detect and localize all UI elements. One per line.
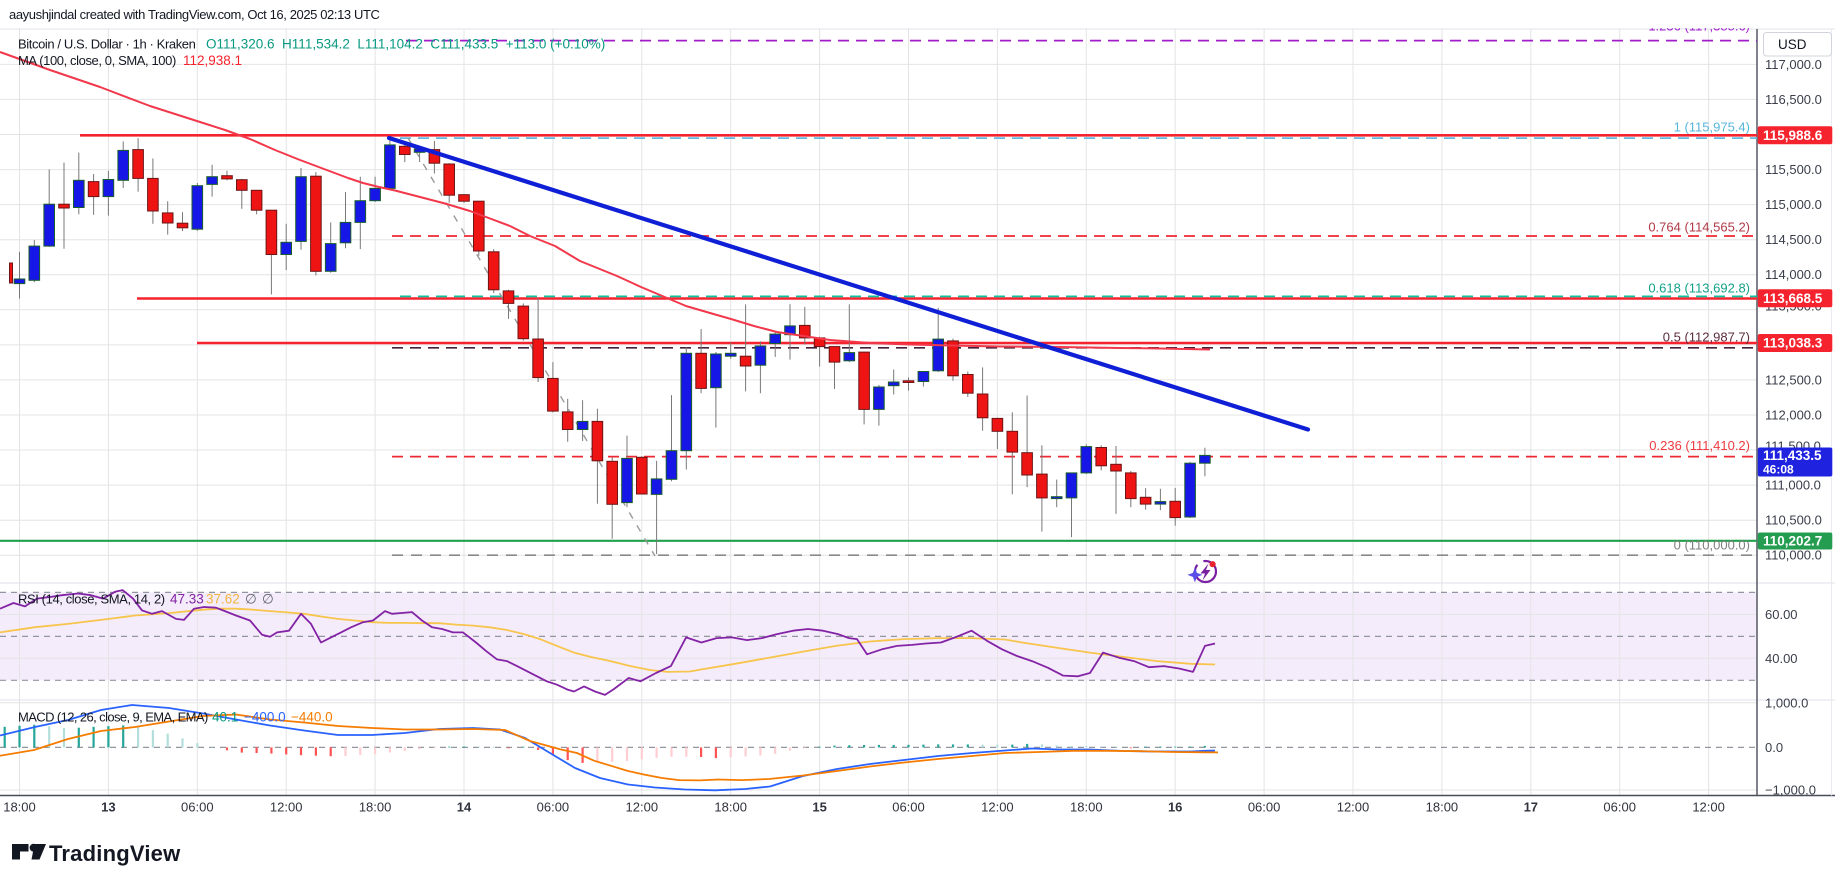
- svg-text:115,988.6: 115,988.6: [1763, 128, 1823, 143]
- svg-text:∅: ∅: [262, 592, 274, 607]
- svg-text:18:00: 18:00: [359, 800, 392, 815]
- svg-text:115,500.0: 115,500.0: [1765, 162, 1822, 177]
- svg-text:USD: USD: [1778, 37, 1807, 52]
- svg-text:Bitcoin / U.S. Dollar · 1h · K: Bitcoin / U.S. Dollar · 1h · Kraken: [18, 37, 196, 52]
- svg-text:110,500.0: 110,500.0: [1765, 513, 1822, 528]
- svg-text:RSI (14, close, SMA, 14, 2): RSI (14, close, SMA, 14, 2): [18, 592, 165, 607]
- svg-text:12:00: 12:00: [1337, 800, 1370, 815]
- svg-text:15: 15: [812, 800, 826, 815]
- svg-text:117,000.0: 117,000.0: [1765, 57, 1822, 72]
- svg-text:06:00: 06:00: [181, 800, 214, 815]
- svg-text:113,668.5: 113,668.5: [1763, 291, 1823, 306]
- svg-text:18:00: 18:00: [1070, 800, 1103, 815]
- svg-text:1,000.0: 1,000.0: [1765, 695, 1808, 710]
- svg-text:aayushjindal created with Trad: aayushjindal created with TradingView.co…: [9, 7, 379, 22]
- svg-text:16: 16: [1168, 800, 1182, 815]
- svg-text:06:00: 06:00: [1248, 800, 1281, 815]
- svg-text:0 (110,000.0): 0 (110,000.0): [1674, 538, 1750, 553]
- svg-text:12:00: 12:00: [626, 800, 659, 815]
- svg-text:0.618 (113,692.8): 0.618 (113,692.8): [1648, 281, 1750, 296]
- svg-text:113,038.3: 113,038.3: [1763, 336, 1823, 351]
- svg-text:115,000.0: 115,000.0: [1765, 197, 1822, 212]
- svg-text:06:00: 06:00: [537, 800, 570, 815]
- svg-text:TradingView: TradingView: [49, 841, 181, 866]
- svg-text:114,500.0: 114,500.0: [1765, 232, 1822, 247]
- svg-text:110,000.0: 110,000.0: [1765, 548, 1822, 563]
- svg-text:12:00: 12:00: [981, 800, 1014, 815]
- svg-text:0.764 (114,565.2): 0.764 (114,565.2): [1648, 220, 1750, 235]
- svg-text:12:00: 12:00: [1692, 800, 1725, 815]
- svg-text:MA (100, close, 0, SMA, 100): MA (100, close, 0, SMA, 100): [18, 53, 176, 68]
- svg-text:06:00: 06:00: [892, 800, 925, 815]
- svg-text:O111,320.6 H111,534.2 L111,1: O111,320.6 H111,534.2 L111,104.2 C111,43…: [206, 37, 605, 52]
- svg-text:47.33: 47.33: [170, 592, 204, 607]
- svg-text:110,202.7: 110,202.7: [1763, 534, 1822, 549]
- svg-text:60.00: 60.00: [1765, 607, 1798, 622]
- svg-text:40.00: 40.00: [1765, 651, 1798, 666]
- svg-text:0.5 (112,987.7): 0.5 (112,987.7): [1663, 330, 1750, 345]
- svg-text:1 (115,975.4): 1 (115,975.4): [1674, 120, 1750, 135]
- svg-text:−440.0: −440.0: [291, 710, 333, 725]
- svg-text:06:00: 06:00: [1603, 800, 1636, 815]
- svg-text:112,938.1: 112,938.1: [183, 53, 242, 68]
- svg-text:37.62: 37.62: [206, 592, 240, 607]
- svg-text:17: 17: [1524, 800, 1538, 815]
- svg-text:18:00: 18:00: [714, 800, 747, 815]
- svg-text:111,433.5: 111,433.5: [1763, 448, 1822, 463]
- svg-text:112,500.0: 112,500.0: [1765, 372, 1822, 387]
- svg-text:12:00: 12:00: [270, 800, 303, 815]
- svg-text:14: 14: [457, 800, 472, 815]
- svg-text:∅: ∅: [245, 592, 257, 607]
- svg-text:46:08: 46:08: [1763, 463, 1794, 477]
- svg-text:116,500.0: 116,500.0: [1765, 92, 1822, 107]
- svg-text:−400.0: −400.0: [244, 710, 286, 725]
- svg-text:112,000.0: 112,000.0: [1765, 408, 1822, 423]
- svg-text:−1,000.0: −1,000.0: [1765, 783, 1816, 798]
- svg-text:13: 13: [101, 800, 115, 815]
- svg-text:18:00: 18:00: [3, 800, 36, 815]
- svg-text:111,000.0: 111,000.0: [1765, 478, 1821, 493]
- svg-text:MACD (12, 26, close, 9, EMA, E: MACD (12, 26, close, 9, EMA, EMA): [18, 710, 208, 725]
- svg-text:40.1: 40.1: [212, 710, 238, 725]
- svg-text:0.0: 0.0: [1765, 740, 1783, 755]
- svg-text:0.236 (111,410.2): 0.236 (111,410.2): [1649, 438, 1750, 453]
- svg-text:114,000.0: 114,000.0: [1765, 267, 1822, 282]
- svg-text:18:00: 18:00: [1426, 800, 1459, 815]
